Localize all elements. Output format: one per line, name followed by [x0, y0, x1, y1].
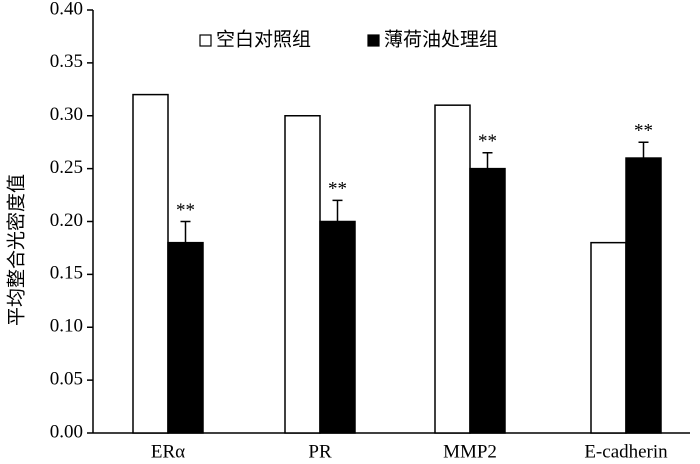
y-tick-label: 0.30	[50, 104, 83, 125]
significance-label: **	[176, 200, 195, 221]
bar	[434, 104, 471, 434]
bar	[625, 157, 662, 434]
bar	[469, 167, 506, 434]
y-axis-label: 平均整合光密度值	[5, 174, 27, 326]
error-bar	[332, 199, 343, 222]
legend-swatch	[367, 34, 380, 47]
y-tick-label: 0.20	[50, 210, 83, 231]
y-tick-label: 0.10	[50, 316, 83, 337]
y-tick-label: 0.15	[50, 263, 83, 284]
significance-label: **	[328, 179, 347, 200]
y-tick-label: 0.40	[50, 0, 83, 19]
bar	[284, 115, 321, 434]
significance-label: **	[478, 131, 497, 152]
x-tick-label: ERα	[151, 441, 185, 462]
y-tick-label: 0.00	[50, 421, 83, 442]
x-tick-label: PR	[308, 441, 332, 462]
legend-label: 空白对照组	[216, 28, 311, 50]
significance-label: **	[634, 121, 653, 142]
error-bar	[180, 220, 191, 243]
legend-swatch	[199, 34, 212, 47]
y-tick-label: 0.35	[50, 51, 83, 72]
bar	[167, 241, 204, 434]
bar	[590, 241, 627, 434]
bar	[132, 93, 169, 434]
x-tick-label: E-cadherin	[584, 441, 668, 462]
x-tick-label: MMP2	[443, 441, 497, 462]
y-tick-label: 0.25	[50, 157, 83, 178]
legend-label: 薄荷油处理组	[384, 28, 498, 50]
error-bar	[638, 141, 649, 159]
y-tick-label: 0.05	[50, 368, 83, 389]
error-bar	[482, 152, 493, 169]
bar	[319, 220, 356, 434]
